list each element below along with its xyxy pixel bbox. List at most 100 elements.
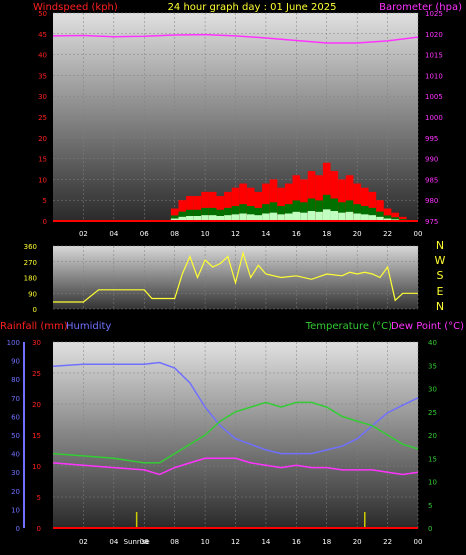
top-left-tick-label: 45 bbox=[38, 31, 47, 39]
windspeed-light-bar bbox=[178, 216, 187, 221]
windspeed-avg-bar bbox=[300, 202, 308, 221]
windspeed-avg-bar bbox=[193, 209, 202, 221]
top-right-tick-label: 975 bbox=[425, 218, 438, 226]
humidity-tick-label: 80 bbox=[11, 376, 20, 384]
compass-e: E bbox=[437, 285, 444, 298]
windspeed-light-bar bbox=[376, 216, 384, 221]
compass-s: S bbox=[437, 269, 444, 282]
windspeed-bar bbox=[231, 187, 240, 221]
windspeed-light-bar bbox=[201, 215, 209, 221]
windspeed-avg-bar bbox=[322, 194, 331, 221]
windspeed-avg-bar bbox=[246, 206, 255, 221]
windspeed-light-bar bbox=[353, 213, 361, 221]
windspeed-light-bar bbox=[269, 212, 278, 221]
temperature-tick-label: 15 bbox=[428, 455, 437, 463]
rainfall-tick-label: 5 bbox=[37, 494, 41, 502]
temperature-tick-label: 20 bbox=[428, 432, 437, 440]
rainfall-label: Rainfall (mm) bbox=[0, 321, 68, 332]
windspeed-bar bbox=[292, 175, 301, 221]
windspeed-light-bar bbox=[254, 215, 263, 221]
windspeed-avg-bar bbox=[345, 200, 354, 221]
dewpoint-line bbox=[52, 457, 419, 476]
windspeed-avg-bar bbox=[269, 202, 278, 221]
windspeed-bar bbox=[345, 175, 354, 221]
middle-tick-label: 180 bbox=[24, 275, 37, 283]
top-right-tick-label: 995 bbox=[425, 135, 438, 143]
axis-labels: 0510152025303540455097598098599099510001… bbox=[7, 10, 443, 546]
windspeed-avg-bar bbox=[368, 207, 377, 221]
humidity-label: Humidity bbox=[66, 321, 111, 332]
windspeed-avg-bar bbox=[353, 204, 361, 221]
windspeed-light-bar bbox=[368, 215, 377, 221]
top-right-tick-label: 1020 bbox=[425, 31, 443, 39]
temperature-tick-label: 10 bbox=[428, 479, 437, 487]
windspeed-bar bbox=[284, 183, 293, 221]
windspeed-light-bar bbox=[383, 218, 392, 221]
rainfall-tick-label: 20 bbox=[32, 401, 41, 409]
top-x-tick-label: 16 bbox=[292, 230, 301, 238]
top-left-tick-label: 10 bbox=[38, 176, 47, 184]
windspeed-bar bbox=[269, 179, 278, 221]
top-left-tick-label: 5 bbox=[43, 197, 47, 205]
windspeed-avg-bar bbox=[383, 215, 392, 221]
top-x-tick-label: 20 bbox=[353, 230, 362, 238]
windspeed-bar bbox=[391, 212, 399, 221]
compass-w: W bbox=[435, 254, 446, 267]
windspeed-bar bbox=[307, 171, 316, 221]
windspeed-light-bar bbox=[262, 213, 270, 221]
bottom-x-tick-label: 16 bbox=[292, 538, 301, 546]
windspeed-avg-bar bbox=[170, 215, 179, 221]
windspeed-avg-bar bbox=[208, 207, 217, 221]
top-x-tick-label: 04 bbox=[109, 230, 118, 238]
windspeed-avg-bar bbox=[186, 209, 194, 221]
windspeed-light-bar bbox=[193, 216, 202, 221]
top-right-tick-label: 1010 bbox=[425, 72, 443, 80]
windspeed-light-bar bbox=[246, 214, 255, 221]
windspeed-avg-bar bbox=[224, 207, 232, 221]
barometer-label: Barometer (hpa) bbox=[379, 2, 462, 13]
windspeed-bar bbox=[254, 191, 263, 221]
windspeed-bar bbox=[201, 191, 209, 221]
rainfall-tick-label: 0 bbox=[37, 525, 41, 533]
dewpoint-label: Dew Point (°C) bbox=[391, 321, 464, 332]
humidity-tick-label: 70 bbox=[11, 395, 20, 403]
top-x-tick-label: 14 bbox=[261, 230, 270, 238]
bottom-x-tick-label: 10 bbox=[201, 538, 210, 546]
bottom-x-tick-label: 18 bbox=[322, 538, 331, 546]
top-left-tick-label: 40 bbox=[38, 52, 47, 60]
windspeed-avg-bar bbox=[338, 202, 346, 221]
top-right-tick-label: 1025 bbox=[425, 10, 443, 18]
windspeed-bar bbox=[277, 187, 285, 221]
bottom-x-tick-label: 06 bbox=[140, 538, 149, 546]
windspeed-label: Windspeed (kph) bbox=[33, 2, 118, 13]
top-x-tick-label: 02 bbox=[79, 230, 88, 238]
top-right-tick-label: 980 bbox=[425, 197, 438, 205]
bottom-x-tick-label: 12 bbox=[231, 538, 240, 546]
bottom-x-tick-label: 14 bbox=[261, 538, 270, 546]
windspeed-bar bbox=[322, 162, 331, 221]
windspeed-light-bar bbox=[300, 212, 308, 221]
windspeed-light-bar bbox=[330, 211, 339, 221]
graph-title: 24 hour graph day : 01 June 2025 bbox=[168, 2, 337, 13]
temperature-tick-label: 25 bbox=[428, 409, 437, 417]
compass-n-top: N bbox=[436, 239, 444, 252]
windspeed-light-bar bbox=[239, 213, 247, 221]
top-right-tick-label: 1000 bbox=[425, 114, 443, 122]
middle-tick-label: 270 bbox=[24, 259, 37, 267]
windspeed-light-bar bbox=[307, 211, 316, 221]
windspeed-light-bar bbox=[208, 215, 217, 221]
temperature-tick-label: 40 bbox=[428, 339, 437, 347]
temperature-tick-label: 5 bbox=[428, 502, 432, 510]
windspeed-avg-bar bbox=[254, 207, 263, 221]
top-right-tick-label: 990 bbox=[425, 156, 438, 164]
windspeed-light-bar bbox=[277, 214, 285, 221]
windspeed-light-bar bbox=[338, 212, 346, 221]
humidity-tick-label: 100 bbox=[7, 339, 20, 347]
middle-tick-label: 0 bbox=[33, 306, 37, 314]
bottom-x-tick-label: 20 bbox=[353, 538, 362, 546]
top-x-tick-label: 00 bbox=[414, 230, 423, 238]
windspeed-bar bbox=[239, 183, 247, 221]
bottom-x-tick-label: 22 bbox=[383, 538, 392, 546]
humidity-tick-label: 90 bbox=[11, 358, 20, 366]
humidity-tick-label: 40 bbox=[11, 451, 20, 459]
